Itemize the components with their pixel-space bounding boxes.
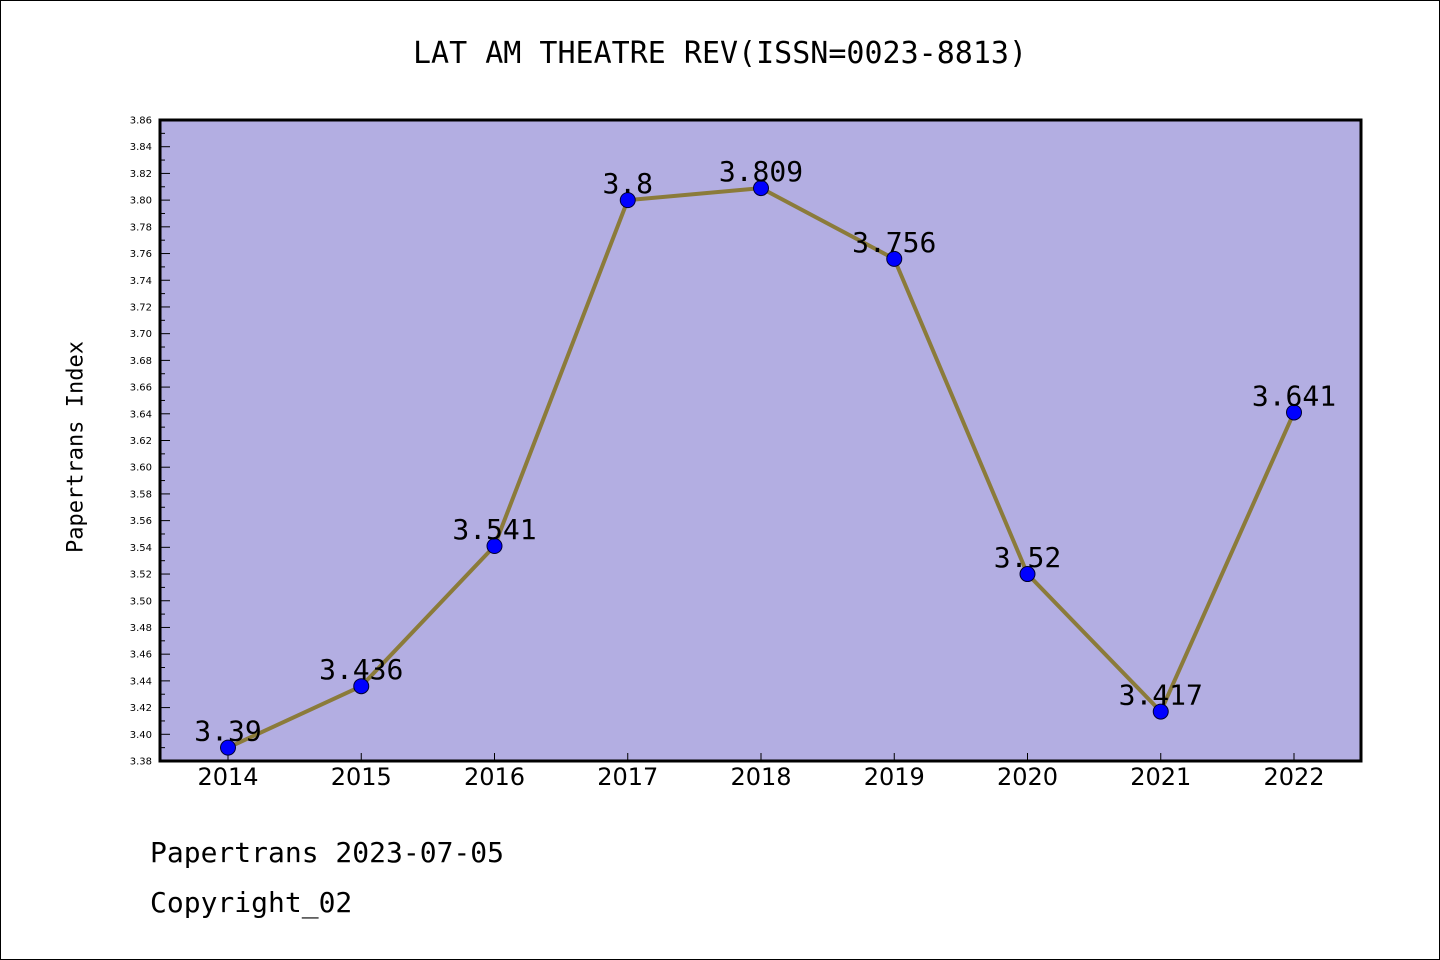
y-tick-label: 3.74: [130, 276, 152, 287]
y-tick-label: 3.68: [130, 356, 152, 367]
data-point: [353, 678, 370, 695]
footer-date: Papertrans 2023-07-05: [150, 836, 505, 869]
chart-title: LAT AM THEATRE REV(ISSN=0023-8813): [412, 36, 1028, 71]
y-tick-label: 3.50: [130, 596, 152, 607]
y-axis-ticks: 3.38 3.40 3.42 3.44 3.46 3.48 3.50 3.52 3.54 3.56…: [130, 116, 170, 768]
x-tick-label: 2014: [197, 763, 258, 791]
y-tick-label: 3.62: [130, 436, 152, 447]
plot-background: [158, 118, 1363, 763]
series-layer: 3.39 3.436 3.541 3.8 3.809 3.756 3.52 3.417 3.64…: [194, 155, 1336, 756]
data-point: [1152, 703, 1169, 720]
data-label: 3.541: [452, 513, 536, 546]
y-tick-label: 3.76: [130, 249, 152, 260]
y-tick-label: 3.52: [130, 570, 152, 581]
y-tick-label: 3.54: [130, 543, 152, 554]
data-point: [220, 739, 236, 756]
y-tick-label: 3.80: [130, 196, 152, 207]
y-tick-label: 3.66: [130, 383, 152, 394]
data-label: 3.417: [1119, 679, 1203, 712]
y-tick-label: 3.84: [130, 142, 152, 153]
data-point: [619, 192, 636, 209]
x-tick-label: 2018: [730, 763, 791, 791]
y-tick-label: 3.44: [130, 676, 152, 687]
data-label: 3.436: [319, 653, 403, 686]
x-axis-ticks: 2014 2015 2016 2017 2018 2019 2020 2021 2022: [197, 753, 1325, 791]
data-label: 3.8: [602, 167, 653, 200]
x-tick-label: 2022: [1263, 763, 1324, 791]
data-point: [1286, 404, 1302, 421]
data-point: [486, 537, 503, 554]
y-tick-label: 3.72: [130, 302, 152, 313]
y-tick-label: 3.38: [130, 757, 152, 768]
x-tick-label: 2017: [597, 763, 658, 791]
data-label: 3.641: [1252, 379, 1336, 412]
data-label: 3.756: [852, 226, 936, 259]
y-tick-label: 3.70: [130, 329, 152, 340]
y-tick-label: 3.64: [130, 409, 152, 420]
x-tick-label: 2021: [1130, 763, 1191, 791]
data-label: 3.809: [719, 155, 803, 188]
y-tick-label: 3.60: [130, 463, 152, 474]
y-tick-label: 3.78: [130, 222, 152, 233]
y-tick-label: 3.42: [130, 703, 152, 714]
y-tick-label: 3.86: [130, 116, 152, 127]
data-point: [1019, 566, 1036, 583]
x-tick-label: 2015: [331, 763, 392, 791]
x-tick-label: 2019: [864, 763, 925, 791]
y-tick-label: 3.82: [130, 169, 152, 180]
data-point: [886, 250, 903, 267]
x-tick-label: 2020: [997, 763, 1058, 791]
y-tick-label: 3.58: [130, 489, 152, 500]
data-point: [753, 180, 769, 197]
plot-area: [158, 118, 1363, 763]
y-tick-label: 3.48: [130, 623, 152, 634]
data-label: 3.52: [994, 541, 1061, 574]
y-tick-label: 3.40: [130, 730, 152, 741]
footer-copyright: Copyright_02: [150, 886, 353, 919]
y-tick-label: 3.46: [130, 650, 152, 661]
data-label: 3.39: [194, 715, 261, 748]
x-tick-label: 2016: [464, 763, 525, 791]
y-tick-label: 3.56: [130, 516, 152, 527]
